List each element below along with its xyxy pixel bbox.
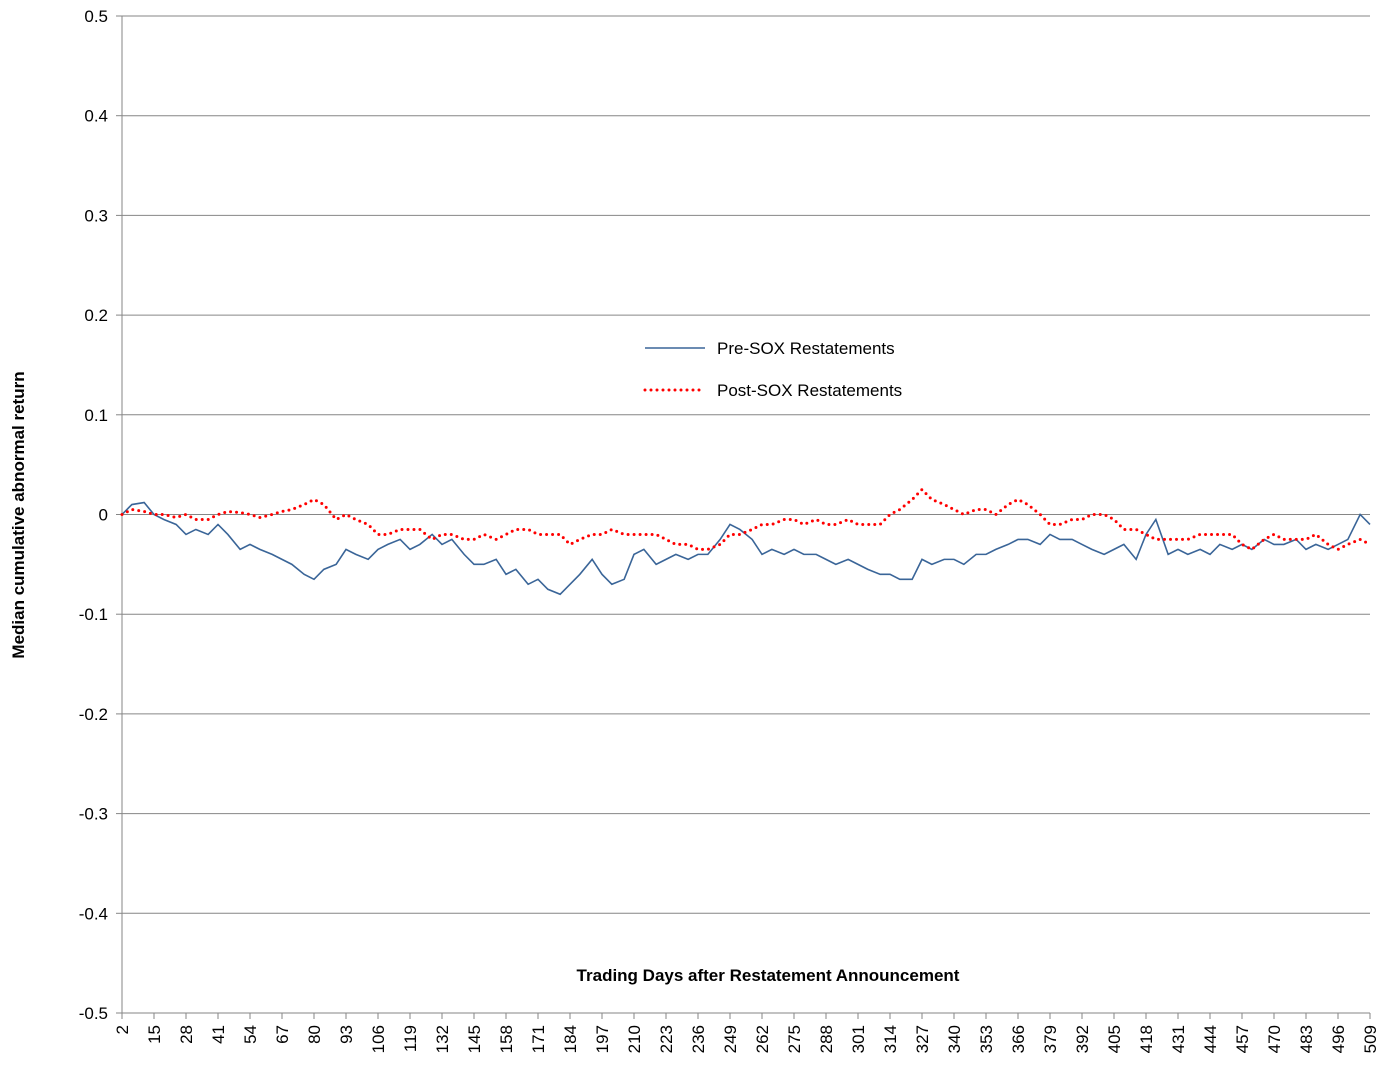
x-tick-label: 67 <box>273 1025 292 1044</box>
series-line <box>120 487 1372 552</box>
x-tick-label: 288 <box>817 1025 836 1053</box>
y-axis-title: Median cumulative abnormal return <box>9 371 28 658</box>
x-tick-label: 80 <box>305 1025 324 1044</box>
x-tick-label: 145 <box>465 1025 484 1053</box>
x-tick-label: 379 <box>1041 1025 1060 1053</box>
x-tick-label: 15 <box>145 1025 164 1044</box>
y-tick-label: 0.3 <box>84 206 108 225</box>
x-tick-label: 314 <box>881 1025 900 1053</box>
x-tick-label: 340 <box>945 1025 964 1053</box>
x-tick-label: 210 <box>625 1025 644 1053</box>
x-tick-label: 197 <box>593 1025 612 1053</box>
y-tick-label: -0.2 <box>79 705 108 724</box>
series-line <box>121 501 1371 596</box>
y-tick-label: 0.2 <box>84 306 108 325</box>
y-tick-label: 0.4 <box>84 107 108 126</box>
y-tick-label: -0.4 <box>79 904 108 923</box>
x-tick-label: 132 <box>433 1025 452 1053</box>
y-tick-label: 0.5 <box>84 7 108 26</box>
x-tick-label: 275 <box>785 1025 804 1053</box>
x-tick-label: 301 <box>849 1025 868 1053</box>
y-tick-label: -0.3 <box>79 805 108 824</box>
x-tick-label: 106 <box>369 1025 388 1053</box>
x-tick-label: 327 <box>913 1025 932 1053</box>
x-tick-label: 353 <box>977 1025 996 1053</box>
y-tick-label: -0.5 <box>79 1004 108 1023</box>
y-tick-label: -0.1 <box>79 605 108 624</box>
x-tick-label: 223 <box>657 1025 676 1053</box>
x-tick-label: 444 <box>1201 1025 1220 1053</box>
x-tick-label: 366 <box>1009 1025 1028 1053</box>
x-tick-label: 184 <box>561 1025 580 1053</box>
x-tick-label: 28 <box>177 1025 196 1044</box>
x-tick-label: 483 <box>1297 1025 1316 1053</box>
x-tick-label: 93 <box>337 1025 356 1044</box>
x-tick-label: 457 <box>1233 1025 1252 1053</box>
x-tick-label: 119 <box>401 1025 420 1052</box>
x-tick-label: 405 <box>1105 1025 1124 1053</box>
y-tick-label: 0 <box>99 506 108 525</box>
x-tick-label: 509 <box>1361 1025 1380 1053</box>
x-tick-label: 249 <box>721 1025 740 1053</box>
legend-label: Pre-SOX Restatements <box>717 339 895 358</box>
x-tick-label: 54 <box>241 1025 260 1044</box>
x-axis-title: Trading Days after Restatement Announcem… <box>577 966 960 985</box>
x-tick-label: 41 <box>209 1025 228 1044</box>
x-tick-label: 496 <box>1329 1025 1348 1053</box>
x-tick-label: 418 <box>1137 1025 1156 1053</box>
x-tick-label: 392 <box>1073 1025 1092 1053</box>
x-tick-label: 2 <box>113 1025 132 1034</box>
y-tick-label: 0.1 <box>84 406 108 425</box>
legend-label: Post-SOX Restatements <box>717 381 902 400</box>
x-tick-label: 431 <box>1169 1025 1188 1053</box>
x-tick-label: 262 <box>753 1025 772 1053</box>
x-tick-label: 171 <box>529 1025 548 1053</box>
x-tick-label: 470 <box>1265 1025 1284 1053</box>
x-tick-label: 236 <box>689 1025 708 1053</box>
x-tick-label: 158 <box>497 1025 516 1053</box>
